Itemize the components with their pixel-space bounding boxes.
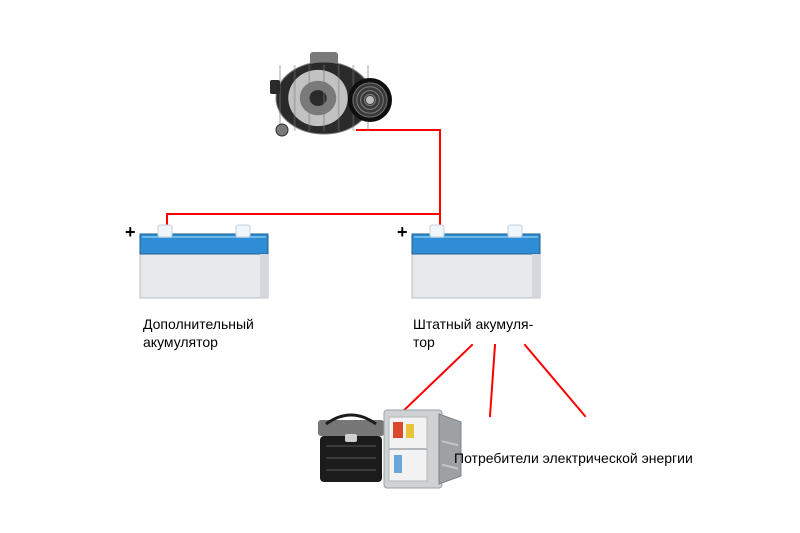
plus-sign-left: + (125, 222, 136, 243)
batteries (140, 225, 540, 298)
label-main-battery: Штатный акумуля- тор (413, 316, 533, 351)
label-additional-battery: Дополнительный акумулятор (143, 316, 254, 351)
appliances (318, 410, 461, 488)
alternator (270, 52, 392, 136)
label-consumers: Потребители электрической энергии (454, 450, 693, 468)
plus-sign-right: + (397, 222, 408, 243)
